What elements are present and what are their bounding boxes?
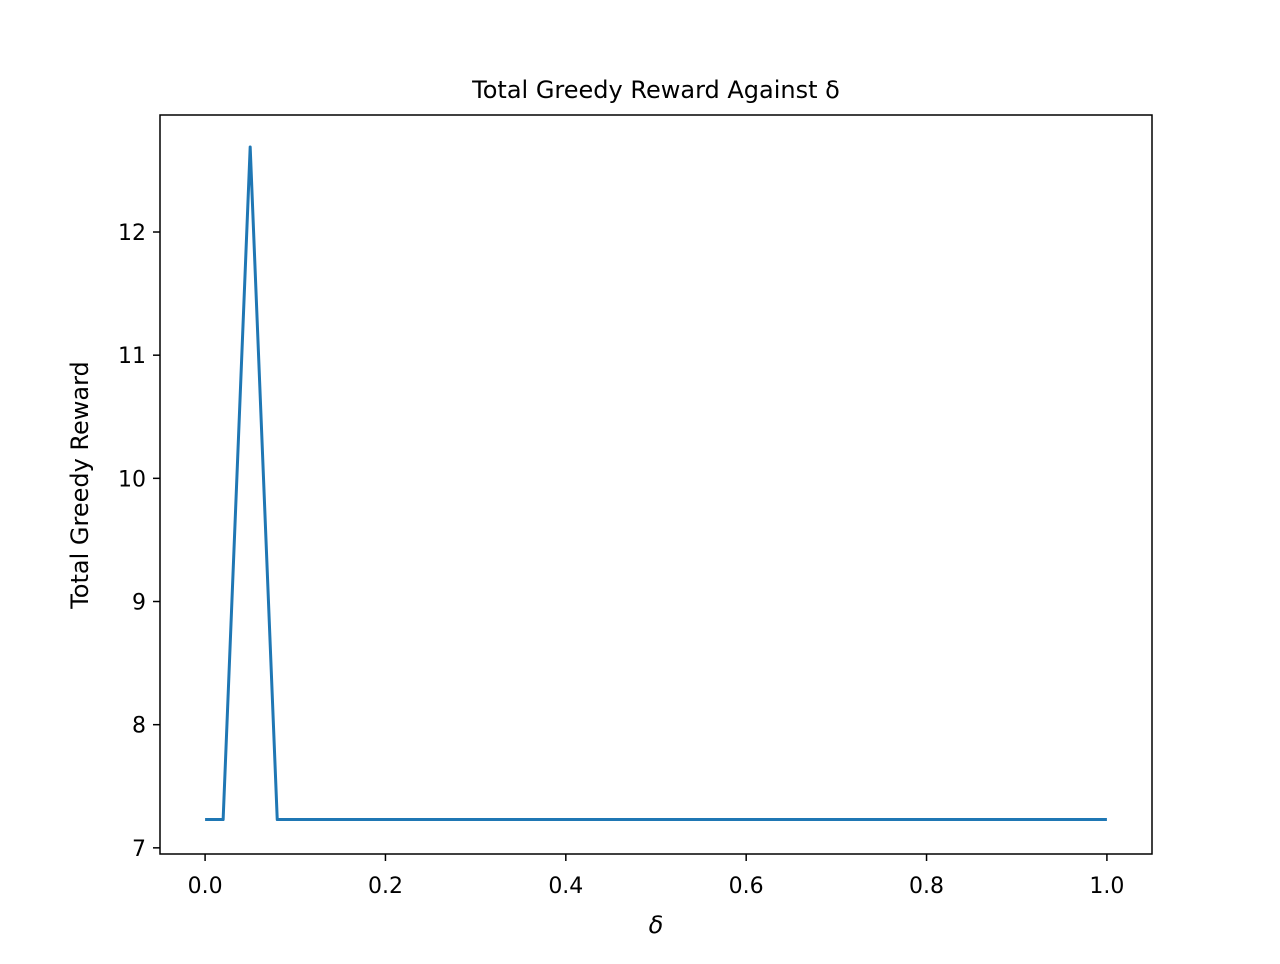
plot-area: 0.0 0.2 0.4 0.6 0.8 1.0 7 8 9 10 11 12 [118, 114, 1153, 899]
y-tick-label: 9 [132, 591, 146, 616]
x-axis-label: δ [649, 911, 664, 939]
x-tick-label: 1.0 [1089, 874, 1124, 899]
x-tick-label: 0.2 [368, 874, 403, 899]
y-tick-label: 10 [118, 467, 146, 492]
x-tick-label: 0.0 [188, 874, 223, 899]
series-line-0 [205, 145, 1107, 822]
y-tick-label: 7 [132, 837, 146, 862]
chart-title: Total Greedy Reward Against δ [471, 76, 840, 104]
x-tick-label: 0.4 [548, 874, 583, 899]
x-tick-label: 0.6 [729, 874, 764, 899]
y-axis-label: Total Greedy Reward [66, 361, 94, 610]
plot-frame [159, 114, 1153, 855]
y-tick-label: 8 [132, 714, 146, 739]
y-tick-label: 11 [118, 344, 146, 369]
x-tick-label: 0.8 [909, 874, 944, 899]
y-tick-label: 12 [118, 221, 146, 246]
